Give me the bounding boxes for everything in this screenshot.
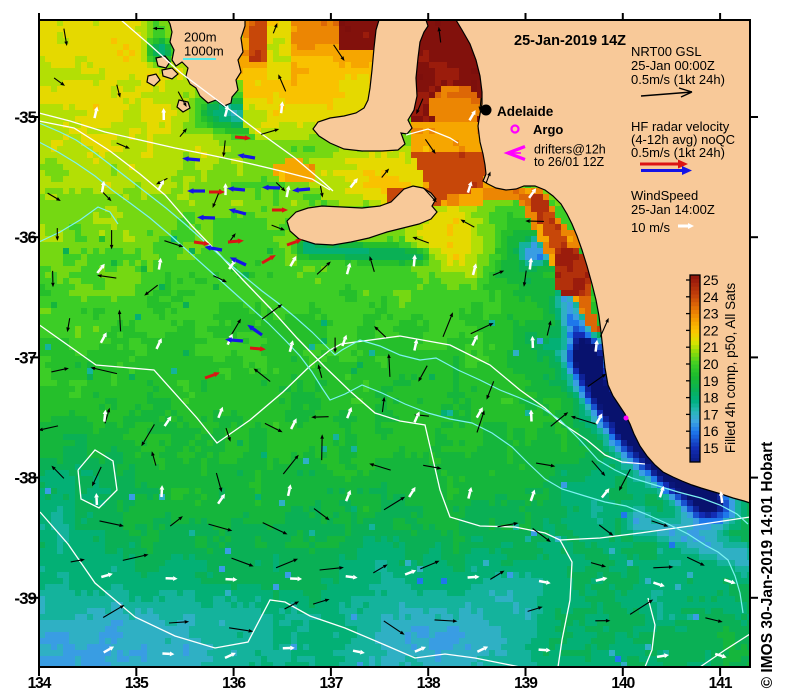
svg-text:-37: -37 <box>14 348 36 367</box>
svg-text:0.5m/s (1kt 24h): 0.5m/s (1kt 24h) <box>631 72 725 87</box>
svg-text:200m: 200m <box>184 30 217 45</box>
svg-text:-39: -39 <box>14 589 36 608</box>
svg-text:19: 19 <box>703 373 719 389</box>
svg-text:140: 140 <box>611 675 634 692</box>
svg-text:© IMOS 30-Jan-2019 14:01 Hobar: © IMOS 30-Jan-2019 14:01 Hobart <box>759 442 776 689</box>
svg-text:139: 139 <box>514 675 538 692</box>
svg-text:25-Jan 00:00Z: 25-Jan 00:00Z <box>631 58 715 73</box>
svg-text:24: 24 <box>703 289 719 305</box>
svg-text:10 m/s: 10 m/s <box>631 220 671 235</box>
svg-text:22: 22 <box>703 322 719 338</box>
svg-text:25: 25 <box>703 272 719 288</box>
svg-text:Filled 4h comp, p50, All Sats: Filled 4h comp, p50, All Sats <box>723 283 738 454</box>
svg-text:21: 21 <box>703 339 719 355</box>
svg-text:(4-12h avg) noQC: (4-12h avg) noQC <box>631 132 735 147</box>
svg-text:15: 15 <box>703 440 719 456</box>
svg-text:25-Jan 14:00Z: 25-Jan 14:00Z <box>631 202 715 217</box>
svg-text:141: 141 <box>709 675 733 692</box>
svg-text:to 26/01 12Z: to 26/01 12Z <box>534 155 605 169</box>
svg-text:-36: -36 <box>14 228 36 247</box>
svg-text:NRT00 GSL: NRT00 GSL <box>631 44 702 59</box>
svg-text:134: 134 <box>28 675 52 692</box>
svg-text:137: 137 <box>319 675 342 692</box>
svg-text:16: 16 <box>703 423 719 439</box>
svg-text:136: 136 <box>222 675 246 692</box>
svg-text:drifters@12h: drifters@12h <box>534 143 606 157</box>
svg-text:135: 135 <box>125 675 149 692</box>
svg-text:17: 17 <box>703 406 719 422</box>
svg-text:-38: -38 <box>14 469 36 488</box>
svg-text:1000m: 1000m <box>184 44 224 59</box>
svg-text:0.5m/s (1kt 24h): 0.5m/s (1kt 24h) <box>631 145 725 160</box>
svg-text:-35: -35 <box>14 108 36 127</box>
svg-text:Argo: Argo <box>533 122 563 137</box>
svg-text:25-Jan-2019 14Z: 25-Jan-2019 14Z <box>514 33 626 49</box>
svg-text:138: 138 <box>417 675 441 692</box>
svg-text:HF radar velocity: HF radar velocity <box>631 119 730 134</box>
svg-text:20: 20 <box>703 356 719 372</box>
svg-text:WindSpeed: WindSpeed <box>631 188 698 203</box>
svg-text:18: 18 <box>703 390 719 406</box>
svg-text:Adelaide: Adelaide <box>497 104 554 119</box>
svg-text:23: 23 <box>703 306 719 322</box>
